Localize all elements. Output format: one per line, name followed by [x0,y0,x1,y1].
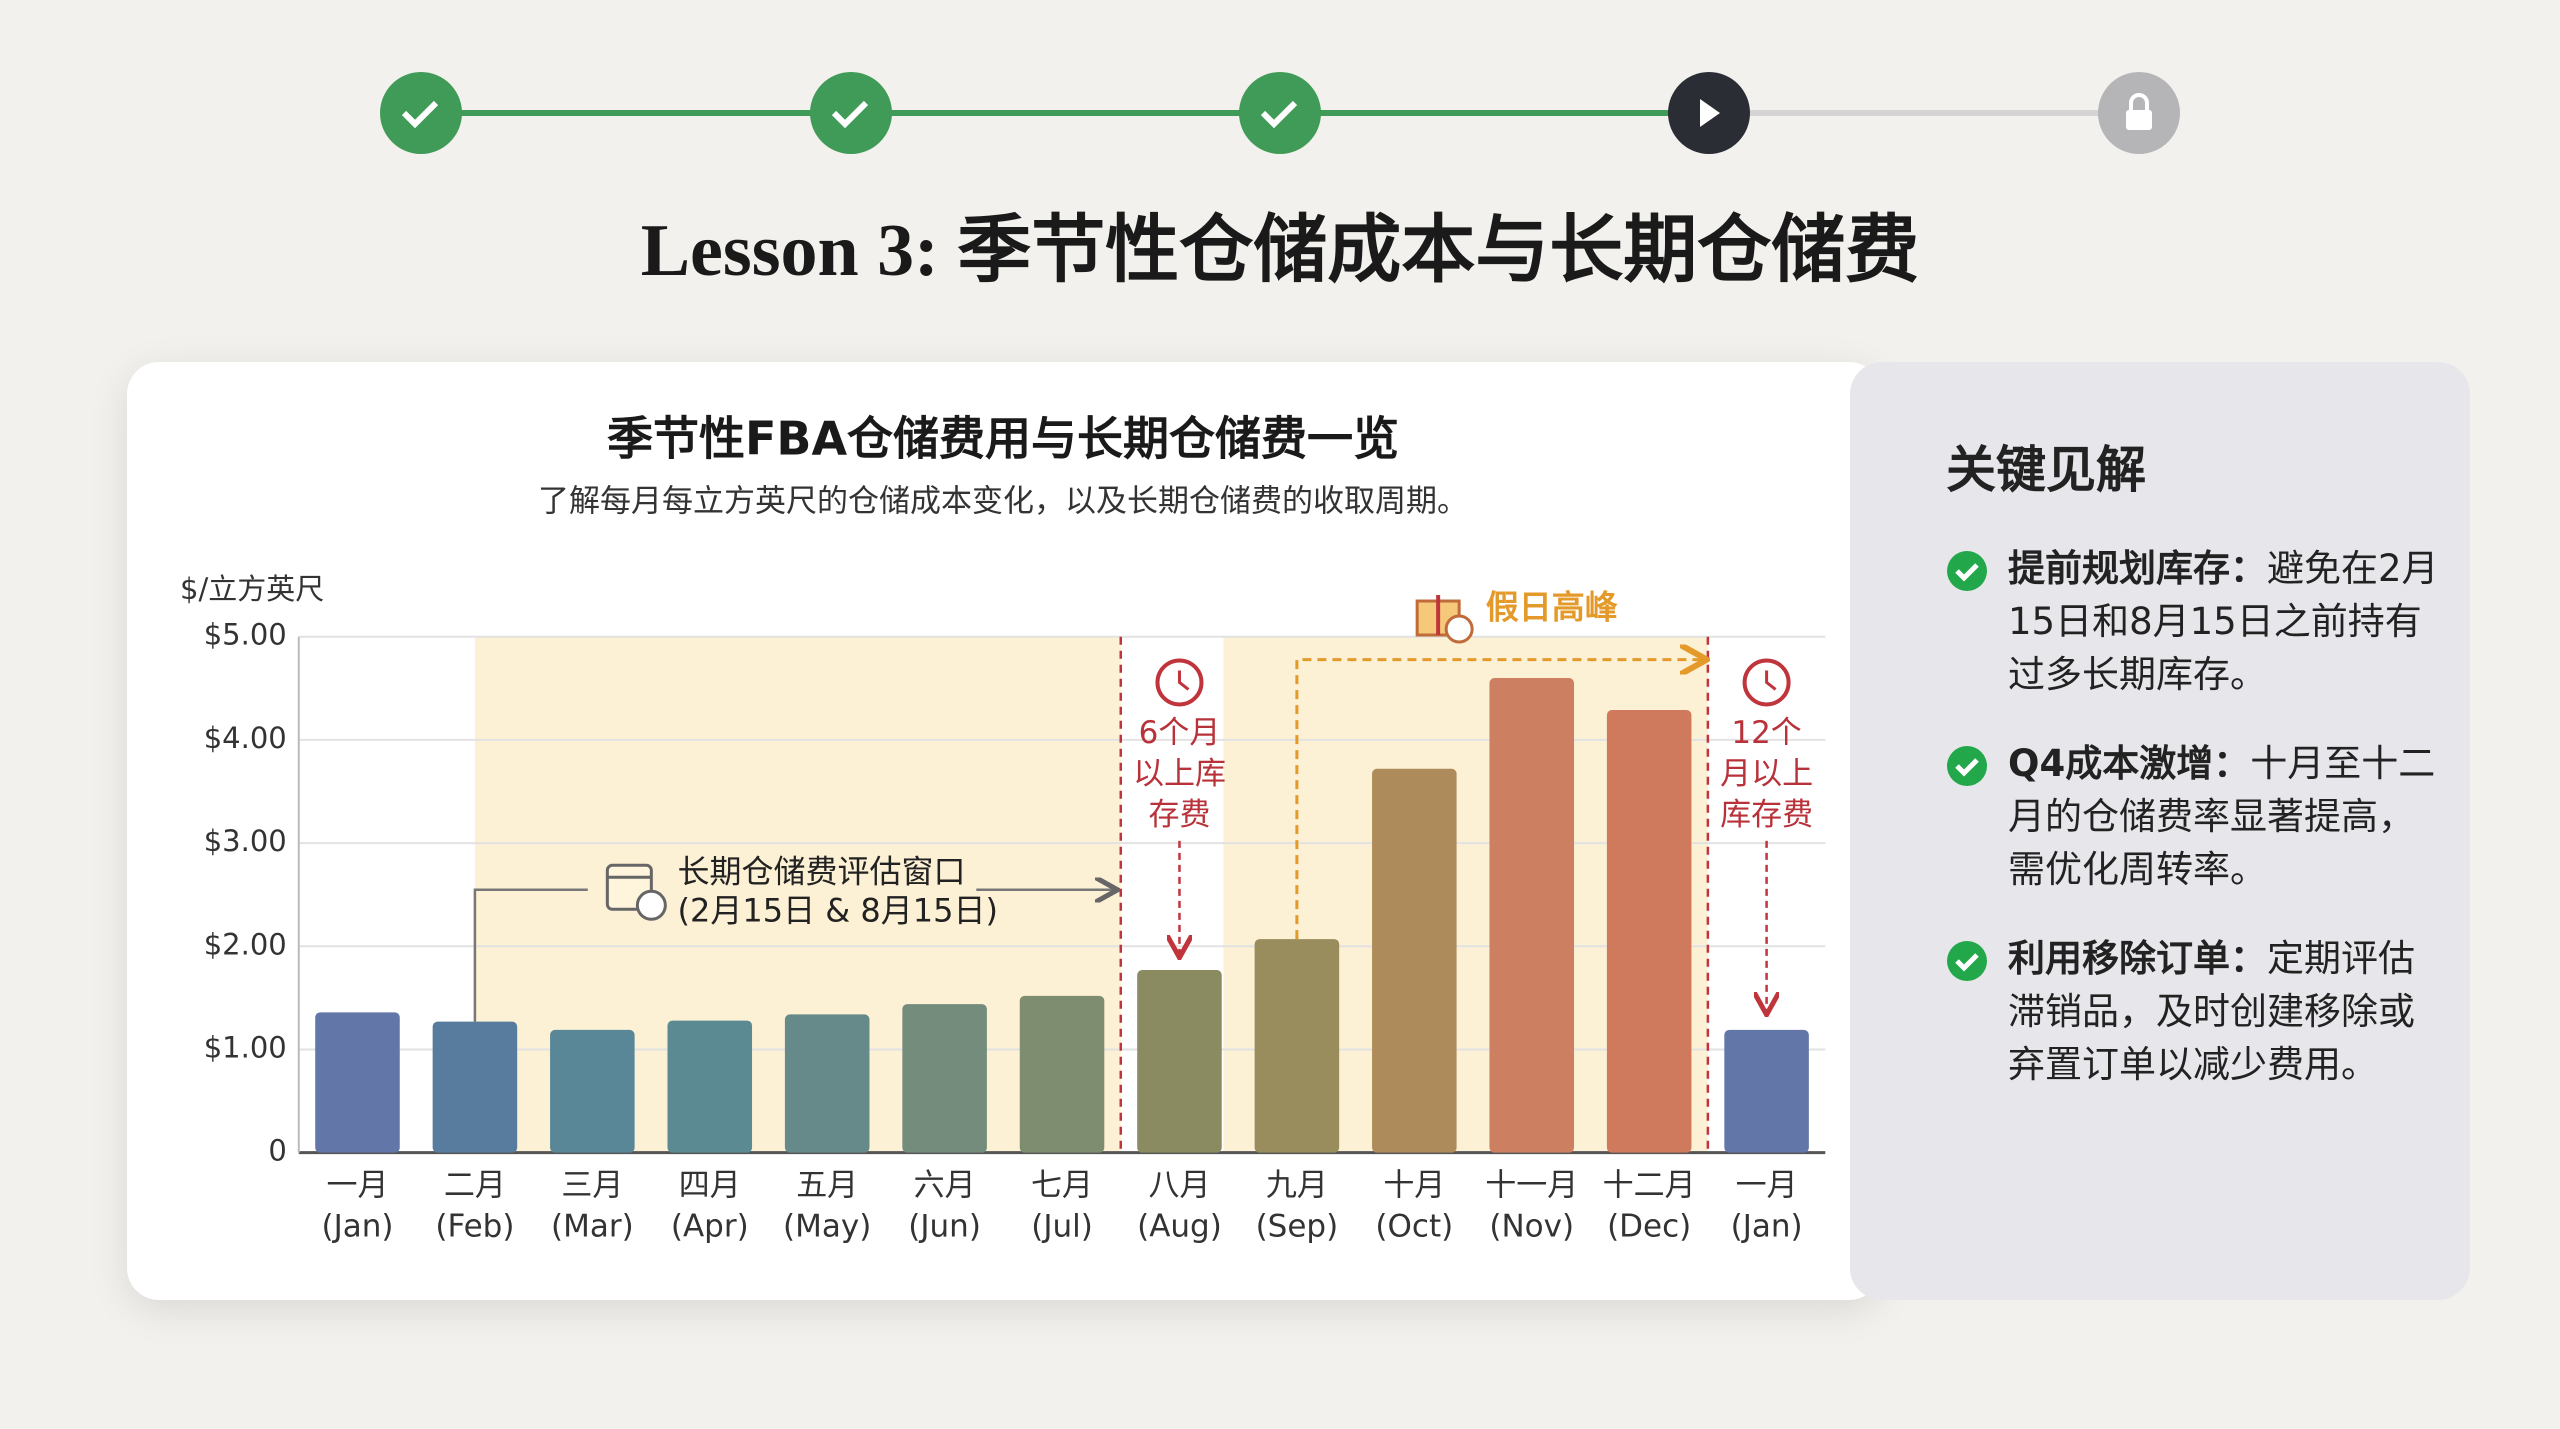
x-tick-label: 十月 [1383,1167,1445,1203]
six-month-note: 6个月 [1139,715,1221,751]
window-annotation: (2月15日 & 8月15日) [678,892,998,930]
clock-icon-hands [1177,670,1190,691]
step-done[interactable] [1239,72,1321,154]
x-tick-label: 八月 [1148,1167,1210,1203]
x-tick-label: (Mar) [551,1208,634,1244]
check-icon [1947,746,1987,786]
twelve-month-note: 月以上 [1720,756,1813,792]
insight-text: 避免在2月15日和8月15日之前持有过多长期库存。 [2008,547,2439,696]
x-tick-label: (Jun) [908,1208,981,1244]
x-tick-label: 五月 [796,1167,858,1203]
bar [902,1004,987,1153]
x-tick-label: (Apr) [671,1208,749,1244]
insight-heading: Q4成本激增： [2008,742,2251,785]
bar [1606,709,1692,1153]
insight-item: Q4成本激增：十月至十二月的仓储费率显著提高，需优化周转率。 [1946,737,2446,896]
x-tick-label: 九月 [1266,1167,1328,1203]
holiday-arrow [1295,660,1704,940]
y-axis-label: $/立方英尺 [180,572,324,606]
x-tick-label: 三月 [561,1167,623,1203]
gift-clock [1444,614,1474,644]
calendar-icon [605,863,667,921]
step-current[interactable] [1668,72,1750,154]
window-connector [473,888,588,1022]
window-annotation: 长期仓储费评估窗口 [678,852,966,890]
x-tick-label: 一月 [326,1167,388,1203]
x-tick-label: 十一月 [1485,1167,1578,1203]
x-tick-label: 六月 [914,1167,976,1203]
bar [1724,1029,1809,1153]
insights-panel [1850,362,2470,1300]
y-tick-label: $2.00 [204,927,287,961]
x-tick-label: (Sep) [1256,1208,1339,1244]
y-tick-label: 0 [268,1134,286,1168]
y-tick-label: $1.00 [204,1030,287,1064]
x-tick-label: (May) [783,1208,871,1244]
x-tick-label: 七月 [1031,1167,1093,1203]
check-icon [1947,551,1987,591]
bar [1489,678,1575,1153]
insight-item: 利用移除订单：定期评估滞销品，及时创建移除或弃置订单以减少费用。 [1946,932,2446,1091]
x-tick-label: (Oct) [1375,1208,1453,1244]
x-tick-label: (Jan) [321,1208,393,1244]
bar [1019,995,1105,1153]
y-tick-label: $4.00 [204,721,287,755]
x-tick-label: (Aug) [1137,1208,1222,1244]
bar [784,1014,870,1153]
bar [1137,970,1222,1153]
insight-item: 提前规划库存：避免在2月15日和8月15日之前持有过多长期库存。 [1946,542,2446,701]
progress-stepper [380,72,2180,154]
bar [667,1020,753,1153]
bar [550,1029,635,1153]
holiday-label: 假日高峰 [1486,587,1618,626]
y-tick-label: $3.00 [204,824,287,858]
bar [432,1021,518,1153]
bar [1254,939,1340,1153]
six-month-note: 以上库 [1133,756,1226,792]
lesson-title: Lesson 3: 季节性仓储成本与长期仓储费 [641,210,1920,292]
x-tick-label: 二月 [444,1167,506,1203]
insights-title: 关键见解 [1946,441,2146,499]
bar [1372,768,1457,1153]
bar [315,1012,400,1153]
x-tick-label: (Dec) [1607,1208,1691,1244]
step-done[interactable] [380,72,462,154]
x-tick-label: 十二月 [1603,1167,1696,1203]
twelve-month-note: 12个 [1731,715,1801,751]
calendar-clock [635,889,667,921]
insight-text: 定期评估滞销品，及时创建移除或弃置订单以减少费用。 [2008,937,2415,1086]
gift-icon [1415,595,1474,644]
insight-text: 十月至十二月的仓储费率显著提高，需优化周转率。 [2008,742,2436,891]
clock-icon-hands [1765,670,1777,691]
step-locked [2098,72,2180,154]
x-tick-label: 一月 [1736,1167,1798,1203]
x-tick-label: (Feb) [435,1208,514,1244]
x-tick-label: (Nov) [1489,1208,1574,1244]
insight-heading: 利用移除订单： [2008,937,2267,980]
x-tick-label: 四月 [679,1167,741,1203]
x-tick-label: (Jul) [1031,1208,1093,1244]
insight-heading: 提前规划库存： [2008,547,2267,590]
six-month-note: 存费 [1148,797,1210,833]
chart-subtitle: 了解每月每立方英尺的仓储成本变化，以及长期仓储费的收取周期。 [538,484,1468,520]
insights: 关键见解 提前规划库存：避免在2月15日和8月15日之前持有过多长期库存。 Q4成… [1946,430,2446,1127]
step-done[interactable] [810,72,892,154]
x-tick-label: (Jan) [1731,1208,1803,1244]
chart-title: 季节性FBA仓储费用与长期仓储费一览 [607,412,1399,466]
twelve-month-note: 库存费 [1720,797,1813,833]
y-tick-label: $5.00 [204,618,287,652]
check-icon [1947,941,1987,981]
